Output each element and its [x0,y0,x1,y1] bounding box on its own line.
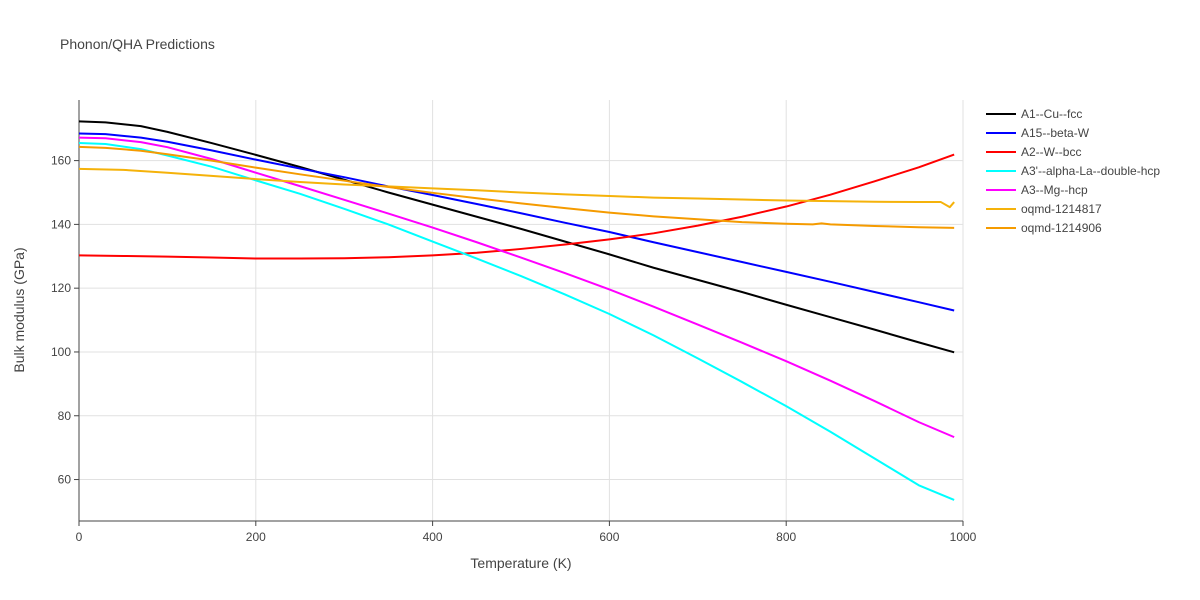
legend-label-1: A1--Cu--fcc [1021,107,1082,121]
legend-label-2: A15--beta-W [1021,126,1090,140]
legend-label-4: A3'--alpha-La--double-hcp [1021,164,1160,178]
x-tick-label: 600 [599,530,619,544]
x-tick-label: 400 [423,530,443,544]
series-line-4 [78,142,955,501]
legend-label-6: oqmd-1214817 [1021,202,1102,216]
series-line-7 [78,145,955,229]
series-line-3 [78,153,955,260]
y-tick-label: 120 [51,281,71,295]
grid-lines [79,100,964,521]
axes [78,100,963,522]
x-tick-label: 200 [246,530,266,544]
legend-label-5: A3--Mg--hcp [1021,183,1088,197]
x-tick-labels: 0 200 400 600 800 1000 [76,521,977,544]
y-tick-label: 60 [58,473,72,487]
series-lines [78,120,955,501]
x-tick-label: 1000 [950,530,977,544]
y-axis-title: Bulk modulus (GPa) [11,247,27,372]
x-tick-label: 0 [76,530,83,544]
x-axis-title: Temperature (K) [470,555,571,571]
legend-label-3: A2--W--bcc [1021,145,1081,159]
series-line-2 [78,132,955,312]
y-tick-label: 80 [58,409,72,423]
legend: A1--Cu--fcc A15--beta-W A2--W--bcc A3'--alp… [986,107,1160,235]
y-tick-labels: 60 80 100 120 140 160 [51,154,79,487]
series-line-1 [78,120,955,354]
series-line-5 [78,136,955,439]
y-tick-label: 140 [51,217,71,231]
y-tick-label: 160 [51,154,71,168]
y-tick-label: 100 [51,345,71,359]
x-tick-label: 800 [776,530,796,544]
series-line-6 [78,167,955,209]
chart-title: Phonon/QHA Predictions [60,36,215,52]
legend-label-7: oqmd-1214906 [1021,221,1102,235]
